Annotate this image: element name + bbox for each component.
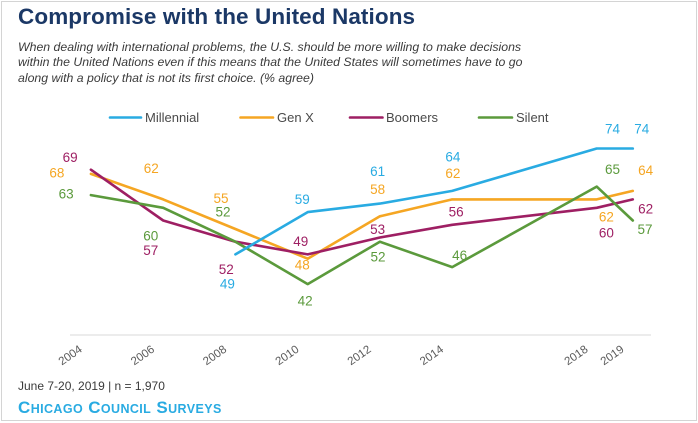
svg-text:Silent: Silent [516,110,549,125]
svg-text:2010: 2010 [274,344,302,369]
svg-text:2006: 2006 [129,344,157,369]
svg-text:46: 46 [452,248,467,263]
svg-text:61: 61 [370,164,385,179]
svg-text:2018: 2018 [563,344,591,369]
svg-text:65: 65 [605,162,620,177]
svg-text:74: 74 [634,122,650,137]
svg-text:62: 62 [445,166,460,181]
svg-text:62: 62 [144,161,159,176]
svg-text:56: 56 [449,205,464,220]
svg-text:2014: 2014 [418,343,446,368]
svg-text:52: 52 [370,249,385,264]
svg-text:52: 52 [215,204,230,219]
svg-text:74: 74 [605,122,621,137]
svg-text:2008: 2008 [201,344,229,369]
svg-text:63: 63 [59,187,74,202]
svg-text:Millennial: Millennial [145,110,199,125]
svg-text:Gen X: Gen X [277,110,314,125]
svg-text:69: 69 [63,150,78,165]
svg-text:57: 57 [637,222,652,237]
svg-text:49: 49 [220,277,235,292]
svg-text:62: 62 [599,209,614,224]
svg-text:60: 60 [143,229,158,244]
svg-text:68: 68 [49,166,64,181]
svg-text:42: 42 [298,294,313,309]
svg-text:57: 57 [143,243,158,258]
svg-text:2004: 2004 [57,343,85,368]
svg-text:58: 58 [370,182,385,197]
svg-text:60: 60 [599,225,614,240]
svg-text:52: 52 [219,262,234,277]
svg-text:2012: 2012 [346,344,374,369]
svg-text:62: 62 [638,201,653,216]
svg-text:48: 48 [295,258,310,273]
svg-text:53: 53 [370,222,385,237]
svg-text:64: 64 [638,163,654,178]
svg-text:59: 59 [295,192,310,207]
svg-text:Boomers: Boomers [386,110,439,125]
svg-text:64: 64 [445,150,461,165]
svg-text:49: 49 [293,234,308,249]
svg-text:2019: 2019 [599,344,627,369]
